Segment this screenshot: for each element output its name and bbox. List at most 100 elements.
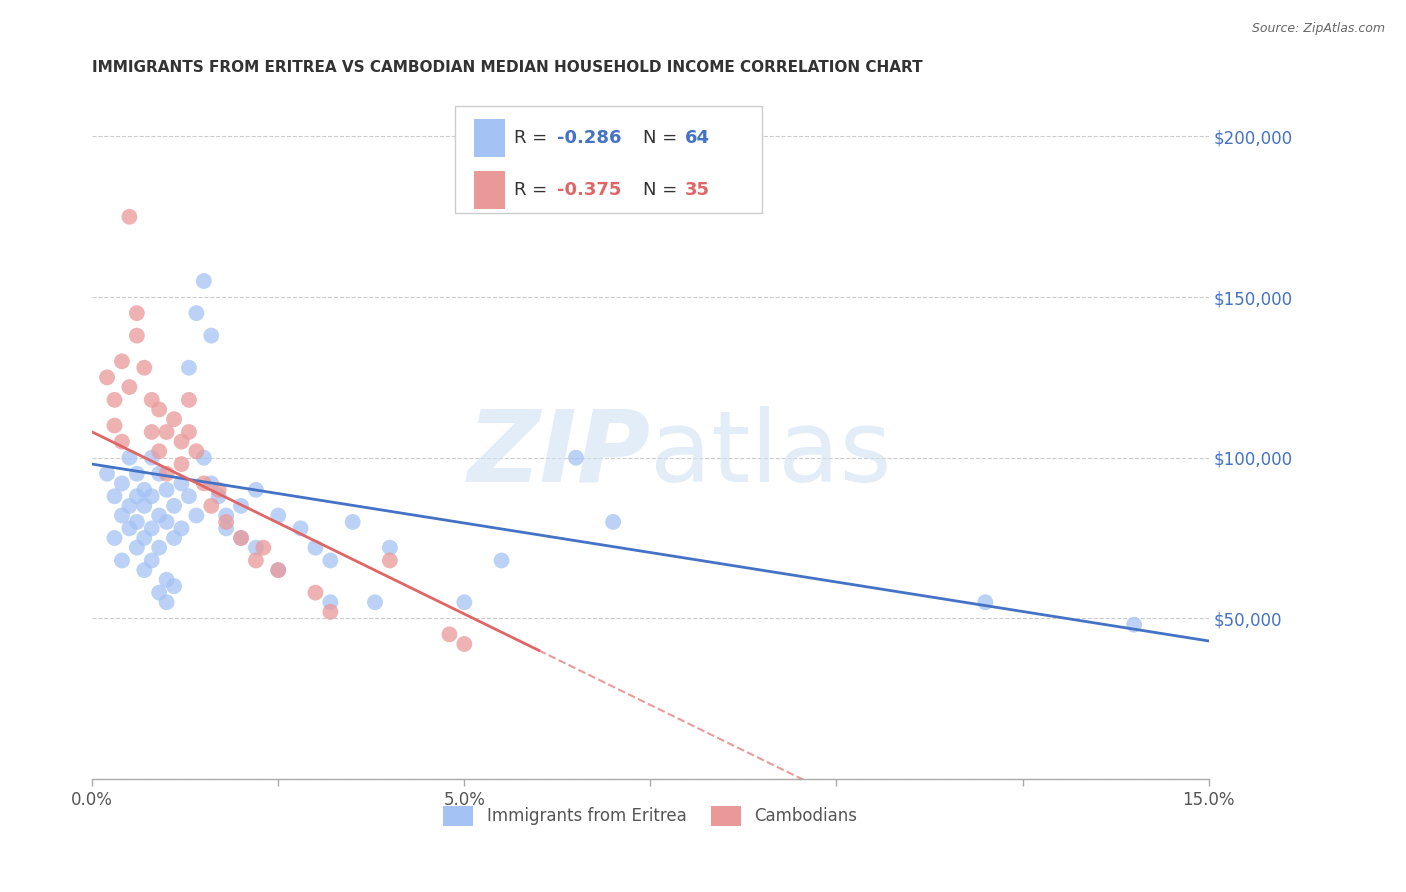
Point [439, 627, 461, 641]
Point [245, 541, 267, 555]
Point [134, 563, 156, 577]
Text: N =: N = [643, 129, 682, 147]
Point [118, 210, 141, 224]
Point [193, 476, 215, 491]
Point [215, 521, 238, 535]
Point [304, 541, 326, 555]
Point [602, 515, 624, 529]
Text: 64: 64 [685, 129, 710, 147]
Point [177, 392, 200, 407]
Point [491, 553, 513, 567]
Point [125, 541, 148, 555]
Text: N =: N = [643, 181, 682, 199]
Point [111, 476, 134, 491]
Point [141, 450, 163, 465]
Point [215, 508, 238, 523]
Bar [474, 120, 505, 157]
Point [186, 444, 208, 458]
Point [186, 306, 208, 320]
Point [155, 467, 177, 481]
Text: R =: R = [515, 181, 553, 199]
Point [378, 553, 401, 567]
Point [155, 515, 177, 529]
Point [148, 402, 170, 417]
Point [155, 573, 177, 587]
Point [565, 450, 588, 465]
Point [111, 354, 134, 368]
Point [193, 274, 215, 288]
Point [453, 595, 475, 609]
Point [118, 380, 141, 394]
Point [141, 521, 163, 535]
Point [342, 515, 364, 529]
Point [290, 521, 312, 535]
Point [118, 450, 141, 465]
Point [125, 489, 148, 503]
Point [148, 541, 170, 555]
Bar [474, 171, 505, 209]
Text: 35: 35 [685, 181, 710, 199]
Point [148, 508, 170, 523]
Text: R =: R = [515, 129, 553, 147]
Point [177, 489, 200, 503]
Point [170, 457, 193, 471]
Point [134, 360, 156, 375]
Point [200, 476, 222, 491]
Point [125, 306, 148, 320]
Point [252, 541, 274, 555]
Point [125, 467, 148, 481]
Point [208, 483, 231, 497]
Point [141, 489, 163, 503]
Point [111, 434, 134, 449]
FancyBboxPatch shape [456, 105, 762, 212]
Point [125, 328, 148, 343]
Point [118, 499, 141, 513]
Point [170, 476, 193, 491]
Point [118, 521, 141, 535]
Point [215, 515, 238, 529]
Point [229, 531, 252, 545]
Point [319, 595, 342, 609]
Point [103, 531, 125, 545]
Point [245, 553, 267, 567]
Point [148, 585, 170, 599]
Text: ZIP: ZIP [467, 406, 651, 503]
Point [378, 541, 401, 555]
Point [103, 489, 125, 503]
Point [163, 531, 186, 545]
Point [193, 450, 215, 465]
Legend: Immigrants from Eritrea, Cambodians: Immigrants from Eritrea, Cambodians [436, 799, 865, 833]
Point [155, 595, 177, 609]
Point [163, 579, 186, 593]
Point [200, 499, 222, 513]
Point [96, 467, 118, 481]
Point [141, 425, 163, 439]
Text: -0.375: -0.375 [557, 181, 621, 199]
Point [319, 605, 342, 619]
Point [208, 489, 231, 503]
Point [319, 553, 342, 567]
Point [267, 563, 290, 577]
Point [148, 467, 170, 481]
Point [974, 595, 997, 609]
Point [103, 392, 125, 407]
Point [96, 370, 118, 384]
Point [267, 508, 290, 523]
Point [111, 553, 134, 567]
Point [141, 553, 163, 567]
Point [364, 595, 387, 609]
Point [177, 360, 200, 375]
Point [163, 412, 186, 426]
Point [103, 418, 125, 433]
Point [134, 499, 156, 513]
Point [148, 444, 170, 458]
Point [134, 531, 156, 545]
Point [125, 515, 148, 529]
Point [453, 637, 475, 651]
Point [1123, 617, 1146, 632]
Text: -0.286: -0.286 [557, 129, 621, 147]
Point [170, 434, 193, 449]
Point [134, 483, 156, 497]
Point [170, 521, 193, 535]
Point [267, 563, 290, 577]
